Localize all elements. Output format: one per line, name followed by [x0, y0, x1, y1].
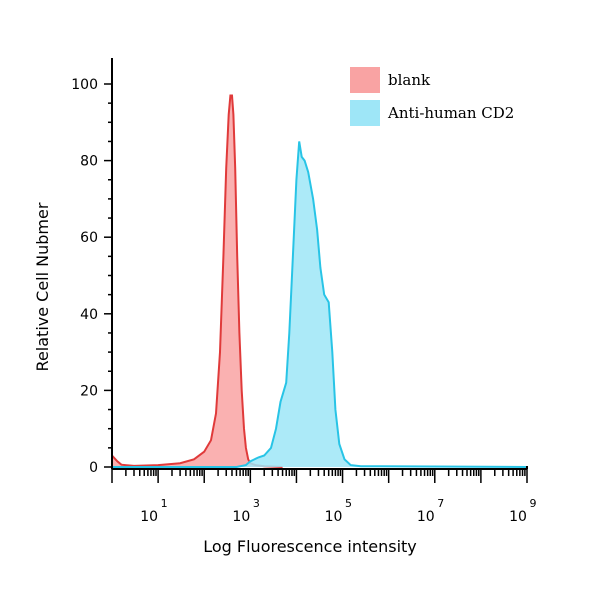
series-line-0: [111, 94, 283, 468]
y-tick-label: 100: [71, 77, 98, 93]
x-tick-exponent: 1: [161, 497, 168, 510]
axes: [111, 58, 528, 470]
x-tick-exponent: 5: [345, 497, 352, 510]
x-tick-base: 10: [417, 509, 435, 525]
y-tick-label: 20: [80, 383, 98, 399]
series-line-1: [112, 141, 528, 468]
x-tick-exponent: 3: [253, 497, 260, 510]
plot-series: [111, 94, 528, 468]
y-axis-title: Relative Cell Nubmer: [33, 202, 52, 371]
legend-label-0: blank: [388, 71, 431, 89]
legend-swatch-1: [350, 100, 380, 126]
y-tick-label: 40: [80, 307, 98, 323]
x-tick-base: 10: [232, 509, 250, 525]
series-area-1: [112, 141, 527, 467]
legend-swatch-0: [350, 67, 380, 93]
y-tick-label: 60: [80, 230, 98, 246]
x-axis-title: Log Fluorescence intensity: [203, 537, 417, 556]
y-tick-label: 0: [89, 460, 98, 476]
x-tick-base: 10: [140, 509, 158, 525]
x-tick-exponent: 9: [530, 497, 537, 510]
x-tick-base: 10: [509, 509, 527, 525]
legend: blank Anti-human CD2: [350, 67, 514, 126]
x-tick-base: 10: [325, 509, 343, 525]
x-tick-exponent: 7: [437, 497, 444, 510]
legend-label-1: Anti-human CD2: [387, 104, 514, 122]
y-tick-label: 80: [80, 154, 98, 170]
series-area-0: [112, 95, 283, 467]
